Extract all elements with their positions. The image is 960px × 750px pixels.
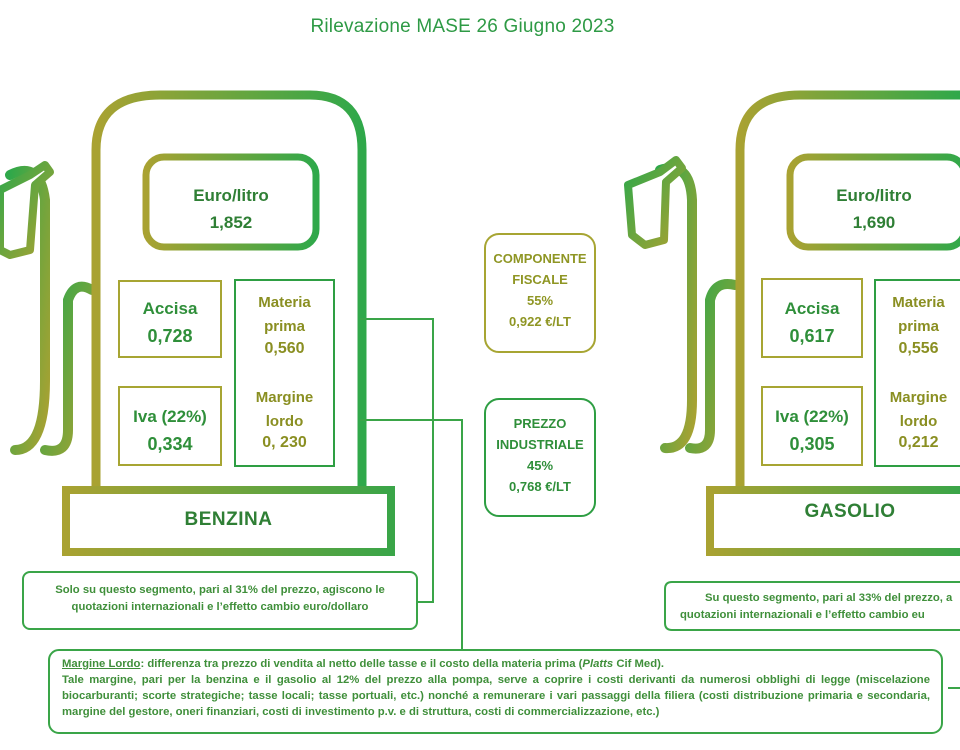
benzina-nozzle-icon	[0, 161, 54, 259]
footer-def-italic: Platts	[582, 658, 614, 670]
benzina-materia-label-1: Materia	[258, 294, 311, 311]
componente-fiscale-percent: 55%	[526, 293, 554, 308]
benzina-hose-inner	[40, 281, 97, 456]
gasolio-accisa-label: Accisa	[784, 299, 840, 318]
prezzo-industriale-box	[484, 398, 596, 517]
gasolio-pump-graphic	[624, 90, 960, 556]
componente-fiscale-value: 0,922 €/LT	[509, 314, 571, 329]
benzina-materia-label-2: prima	[264, 318, 305, 335]
benzina-note-box	[22, 571, 418, 630]
gasolio-industrial-box	[874, 279, 960, 467]
benzina-base	[62, 486, 395, 556]
gasolio-note-box	[664, 581, 960, 631]
benzina-accisa-label: Accisa	[142, 299, 198, 318]
benzina-hose-left	[5, 165, 50, 455]
gasolio-materia-value: 0,556	[898, 340, 939, 357]
prezzo-industriale-value: 0,768 €/LT	[509, 479, 571, 494]
benzina-accisa-value: 0,728	[147, 326, 193, 346]
gasolio-materia-label-2: prima	[898, 318, 939, 335]
benzina-iva-label: Iva (22%)	[133, 407, 207, 426]
footer-term: Margine Lordo	[62, 658, 141, 670]
benzina-price-label: Euro/litro	[193, 186, 269, 205]
benzina-note-line-1: Solo su questo segmento, pari al 31% del…	[55, 584, 385, 596]
benzina-iva-value: 0,334	[147, 434, 193, 454]
gasolio-note-line-1: Su questo segmento, pari al 33% del prez…	[705, 592, 953, 604]
gasolio-fuel-name: GASOLIO	[804, 501, 896, 522]
footer-body: Tale margine, pari per la benzina e il g…	[62, 674, 930, 718]
gasolio-nozzle-icon	[624, 156, 686, 249]
benzina-pump-graphic	[0, 90, 395, 556]
footer-note: Margine Lordo: differenza tra prezzo di …	[62, 656, 930, 720]
gasolio-margine-value: 0,212	[898, 434, 939, 451]
benzina-margine-label-2: lordo	[265, 413, 304, 430]
gasolio-iva-label: Iva (22%)	[775, 407, 849, 426]
componente-fiscale-line-1: COMPONENTE	[493, 251, 587, 266]
benzina-industrial-box	[234, 279, 335, 467]
benzina-accisa-box	[118, 280, 222, 358]
gasolio-price-display	[786, 153, 960, 251]
gasolio-note-line-2: quotazioni internazionali e l’effetto ca…	[680, 609, 925, 621]
gasolio-iva-box	[761, 386, 863, 466]
gasolio-hose-inner	[685, 279, 740, 454]
benzina-price-value: 1,852	[209, 213, 253, 232]
benzina-materia-value: 0,560	[264, 340, 305, 357]
gasolio-base	[706, 486, 960, 556]
margine-connector	[360, 419, 463, 650]
prezzo-industriale-line-2: INDUSTRIALE	[496, 437, 584, 452]
footer-note-box	[48, 649, 943, 734]
gasolio-iva-value: 0,305	[789, 434, 835, 454]
componente-fiscale-text: COMPONENTE FISCALE 55% 0,922 €/LT	[485, 248, 595, 332]
prezzo-industriale-line-1: PREZZO	[513, 416, 567, 431]
gasolio-pump-body	[735, 90, 960, 490]
benzina-margine-value: 0, 230	[262, 434, 307, 451]
componente-fiscale-line-2: FISCALE	[512, 272, 568, 287]
gasolio-accisa-box	[761, 278, 863, 358]
benzina-iva-box	[118, 386, 222, 466]
gasolio-accisa-value: 0,617	[789, 326, 835, 346]
benzina-fuel-name: BENZINA	[184, 509, 273, 530]
footer-def-a: : differenza tra prezzo di vendita al ne…	[140, 658, 583, 670]
gasolio-price-value: 1,690	[852, 213, 896, 232]
footer-definition: Margine Lordo: differenza tra prezzo di …	[62, 656, 930, 672]
benzina-price-display	[142, 153, 320, 251]
gasolio-margine-label-1: Margine	[889, 389, 948, 406]
prezzo-industriale-percent: 45%	[526, 458, 554, 473]
benzina-note-line-2: quotazioni internazionali e l’effetto ca…	[71, 601, 369, 613]
prezzo-industriale-text: PREZZO INDUSTRIALE 45% 0,768 €/LT	[485, 413, 595, 497]
componente-fiscale-box	[484, 233, 596, 353]
footer-def-b: Cif Med).	[613, 658, 665, 670]
gasolio-margine-label-2: lordo	[899, 413, 938, 430]
gasolio-price-label: Euro/litro	[836, 186, 912, 205]
page-title: Rilevazione MASE 26 Giugno 2023	[310, 16, 615, 37]
benzina-margine-label-1: Margine	[255, 389, 314, 406]
benzina-note-connector	[360, 318, 434, 603]
benzina-pump-body	[91, 90, 367, 490]
gasolio-materia-label-1: Materia	[892, 294, 945, 311]
